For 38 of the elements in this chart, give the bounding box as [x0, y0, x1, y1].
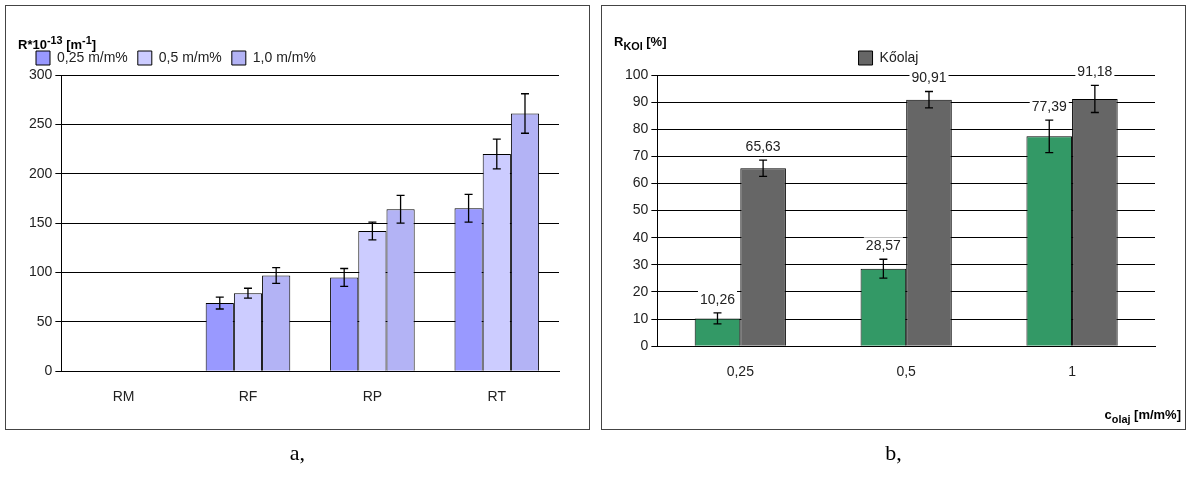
y-tick-label: 70	[632, 147, 649, 164]
y-tick-label: 30	[632, 255, 649, 272]
y-tick-label: 250	[29, 115, 53, 132]
y-tick-label: 200	[29, 164, 53, 181]
x-tick-label: RP	[362, 388, 383, 405]
y-axis-title: R$_{KOI}$ [%]	[614, 34, 667, 52]
y-tick-label: 90	[632, 92, 649, 109]
data-label: 28,57	[865, 237, 902, 254]
text: a,	[288, 440, 307, 466]
y-tick-label: 0	[44, 362, 53, 379]
legend-label: 0,5 m/m%	[158, 48, 222, 65]
y-tick-label: 60	[632, 174, 649, 191]
y-tick-label: 300	[29, 65, 53, 82]
y-tick-label: 100	[625, 65, 649, 82]
y-tick-label: 10	[632, 309, 649, 326]
y-tick-label: 150	[29, 213, 53, 230]
legend-label: Kőolaj	[879, 48, 919, 65]
x-tick-label: RF	[238, 388, 258, 405]
x-tick-label: 1	[1068, 363, 1077, 380]
legend-label: 1,0 m/m%	[252, 48, 316, 65]
y-tick-label: 0	[640, 337, 649, 354]
y-tick-label: 20	[632, 282, 649, 299]
data-label: 91,18	[1077, 63, 1113, 80]
x-tick-label: 0,25	[726, 363, 755, 380]
y-tick-label: 80	[632, 120, 649, 137]
x-axis-title: c$_{olaj}$ [m/m%]	[1104, 407, 1181, 425]
data-label: 90,91	[911, 69, 947, 86]
text: b,	[884, 440, 903, 466]
x-tick-label: RM	[112, 388, 135, 405]
y-tick-label: 40	[632, 228, 649, 245]
data-label: 77,39	[1031, 97, 1067, 114]
x-tick-label: 0,5	[896, 363, 917, 380]
x-tick-label: RT	[487, 388, 507, 405]
y-tick-label: 100	[29, 263, 53, 280]
data-label: 65,63	[745, 137, 781, 154]
data-label: 10,26	[699, 290, 736, 307]
y-tick-label: 50	[36, 312, 53, 329]
y-tick-label: 50	[632, 201, 649, 218]
